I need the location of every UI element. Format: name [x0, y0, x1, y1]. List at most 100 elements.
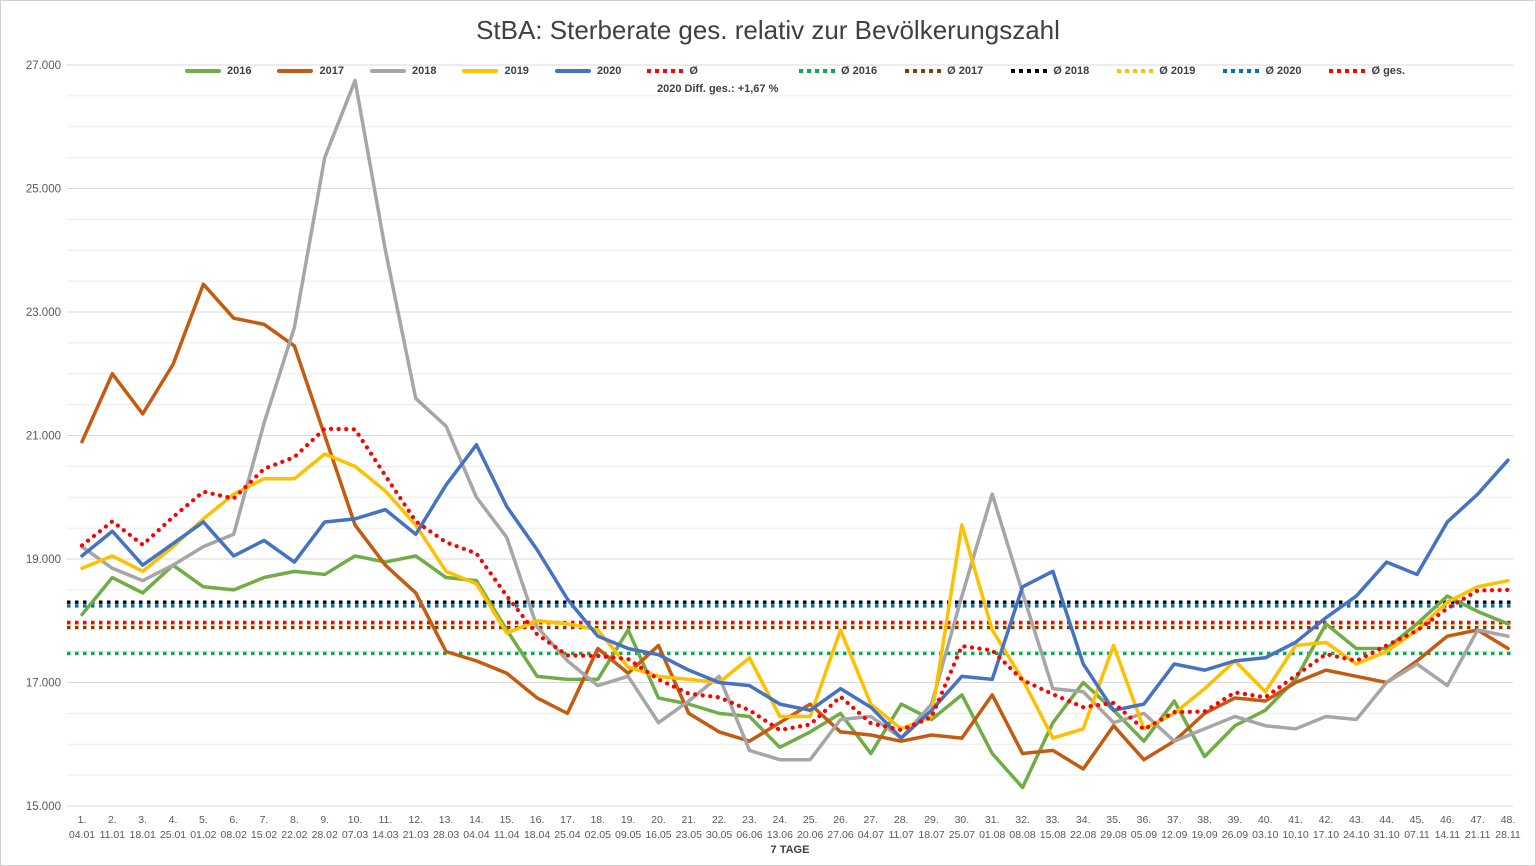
legend-swatch-dotted — [905, 69, 942, 73]
x-axis-date-label: 22.02 — [281, 829, 307, 841]
x-axis-date-label: 28.02 — [312, 829, 338, 841]
x-axis-week-label: 23. — [742, 814, 757, 826]
x-axis-date-label: 25.04 — [554, 829, 580, 841]
x-axis-week-label: 11. — [378, 814, 392, 826]
x-axis-week-label: 31. — [985, 814, 1000, 826]
x-axis-week-label: 20. — [651, 814, 666, 826]
x-axis-week-label: 14. — [469, 814, 484, 826]
x-axis-week-label: 29. — [924, 814, 939, 826]
legend-averages: Ø 2016 Ø 2017 Ø 2018 Ø 2019 Ø 2020 Ø ges. — [799, 65, 1405, 77]
x-axis-week-label: 3. — [138, 814, 147, 826]
x-axis-week-label: 40. — [1258, 814, 1273, 826]
x-axis-week-label: 18. — [590, 814, 605, 826]
x-axis-date-label: 14.11 — [1435, 829, 1461, 841]
legend-swatch-solid — [554, 69, 591, 73]
x-axis-date-label: 28.11 — [1495, 829, 1521, 841]
x-axis-week-label: 1. — [78, 814, 87, 826]
legend-item-2017: 2017 — [277, 65, 344, 77]
x-axis-week-label: 2. — [108, 814, 117, 826]
legend-item-2018: 2018 — [369, 65, 437, 77]
x-axis-date-label: 01.02 — [190, 829, 216, 841]
x-axis-date-label: 18.01 — [130, 829, 156, 841]
x-axis-week-label: 41. — [1288, 814, 1303, 826]
x-axis-date-label: 30.05 — [706, 829, 732, 841]
x-axis-date-label: 15.08 — [1040, 829, 1066, 841]
x-axis-week-label: 16. — [530, 814, 545, 826]
x-axis-date-label: 21.11 — [1465, 829, 1491, 841]
y-axis-tick-label: 27.000 — [26, 60, 61, 72]
legend-item--2017: Ø 2017 — [905, 65, 983, 77]
x-axis-date-label: 07.03 — [342, 829, 368, 841]
legend-item--2018: Ø 2018 — [1011, 65, 1089, 77]
x-axis-week-label: 43. — [1349, 814, 1364, 826]
x-axis-date-label: 04.04 — [463, 829, 489, 841]
x-axis-date-label: 11.07 — [888, 829, 914, 841]
x-axis-date-label: 27.06 — [827, 829, 853, 841]
x-axis-date-label: 28.03 — [433, 829, 459, 841]
x-axis-week-label: 46. — [1440, 814, 1455, 826]
x-axis-date-label: 11.01 — [100, 829, 126, 841]
x-axis-week-label: 48. — [1501, 814, 1516, 826]
legend-item--: Ø — [647, 65, 698, 77]
legend-item-label: 2016 — [227, 65, 252, 77]
x-axis-date-label: 13.06 — [767, 829, 793, 841]
x-axis-date-label: 05.09 — [1131, 829, 1157, 841]
x-axis-week-label: 4. — [169, 814, 178, 826]
series-line-- — [79, 426, 1511, 733]
legend-item-label: Ø 2016 — [841, 65, 878, 77]
x-axis-week-label: 6. — [229, 814, 238, 826]
legend-item-2019: 2019 — [462, 65, 529, 77]
x-axis-date-label: 03.10 — [1252, 829, 1278, 841]
x-axis-week-label: 25. — [803, 814, 818, 826]
legend-item-label: 2018 — [411, 65, 437, 77]
legend-item-label: 2017 — [319, 65, 344, 77]
legend-item-label: Ø 2019 — [1159, 65, 1196, 77]
legend-item--2016: Ø 2016 — [799, 65, 877, 77]
x-axis-week-label: 22. — [712, 814, 727, 826]
series-line-2017 — [80, 282, 1510, 771]
legend-swatch-solid — [185, 69, 221, 73]
legend-swatch-solid — [462, 69, 499, 73]
y-axis-tick-label: 23.000 — [26, 307, 61, 319]
x-axis-week-label: 35. — [1106, 814, 1121, 826]
chart-title: StBA: Sterberate ges. relativ zur Bevölk… — [476, 15, 1060, 45]
legend-item-2020: 2020 — [554, 65, 621, 77]
series-line-2016 — [80, 554, 1510, 790]
x-axis-date-label: 29.08 — [1100, 829, 1126, 841]
x-axis-week-label: 39. — [1228, 814, 1243, 826]
legend-item-2016: 2016 — [185, 65, 251, 77]
x-axis-date-label: 01.08 — [979, 829, 1005, 841]
legend-swatch-dotted — [1223, 69, 1260, 73]
x-axis-date-label: 18.07 — [918, 829, 944, 841]
x-axis-week-label: 37. — [1167, 814, 1182, 826]
x-axis-date-label: 25.01 — [160, 829, 186, 841]
x-axis-date-label: 02.05 — [585, 829, 611, 841]
legend-swatch-solid — [277, 69, 314, 73]
x-axis-week-label: 28. — [894, 814, 909, 826]
legend-swatch-solid — [369, 69, 406, 73]
legend-item-label: Ø 2017 — [947, 65, 984, 77]
x-axis-date-label: 21.03 — [403, 829, 429, 841]
x-axis-date-label: 14.03 — [372, 829, 398, 841]
y-axis-tick-label: 15.000 — [26, 801, 61, 813]
x-axis-week-label: 36. — [1137, 814, 1152, 826]
x-axis-week-label: 30. — [955, 814, 970, 826]
x-axis-week-label: 33. — [1046, 814, 1061, 826]
x-axis-date-label: 04.07 — [858, 829, 884, 841]
legend-diff-note: 2020 Diff. ges.: +1,67 % — [657, 83, 779, 95]
legend-swatch-dotted — [1011, 69, 1048, 73]
x-axis-date-label: 08.02 — [221, 829, 247, 841]
x-axis-date-label: 11.04 — [494, 829, 520, 841]
x-axis-date-label: 31.10 — [1373, 829, 1399, 841]
x-axis-date-label: 06.06 — [736, 829, 762, 841]
x-axis-date-label: 12.09 — [1161, 829, 1187, 841]
series-line-2019 — [80, 452, 1510, 740]
x-axis-date-label: 20.06 — [797, 829, 823, 841]
x-axis-week-label: 21. — [682, 814, 697, 826]
legend-swatch-dotted — [1329, 69, 1366, 73]
x-axis-date-label: 16.05 — [645, 829, 671, 841]
x-axis-week-label: 17. — [560, 814, 575, 826]
legend-swatch-dotted — [1117, 69, 1154, 73]
legend-item-label: Ø 2018 — [1053, 65, 1090, 77]
x-axis-week-label: 32. — [1015, 814, 1030, 826]
